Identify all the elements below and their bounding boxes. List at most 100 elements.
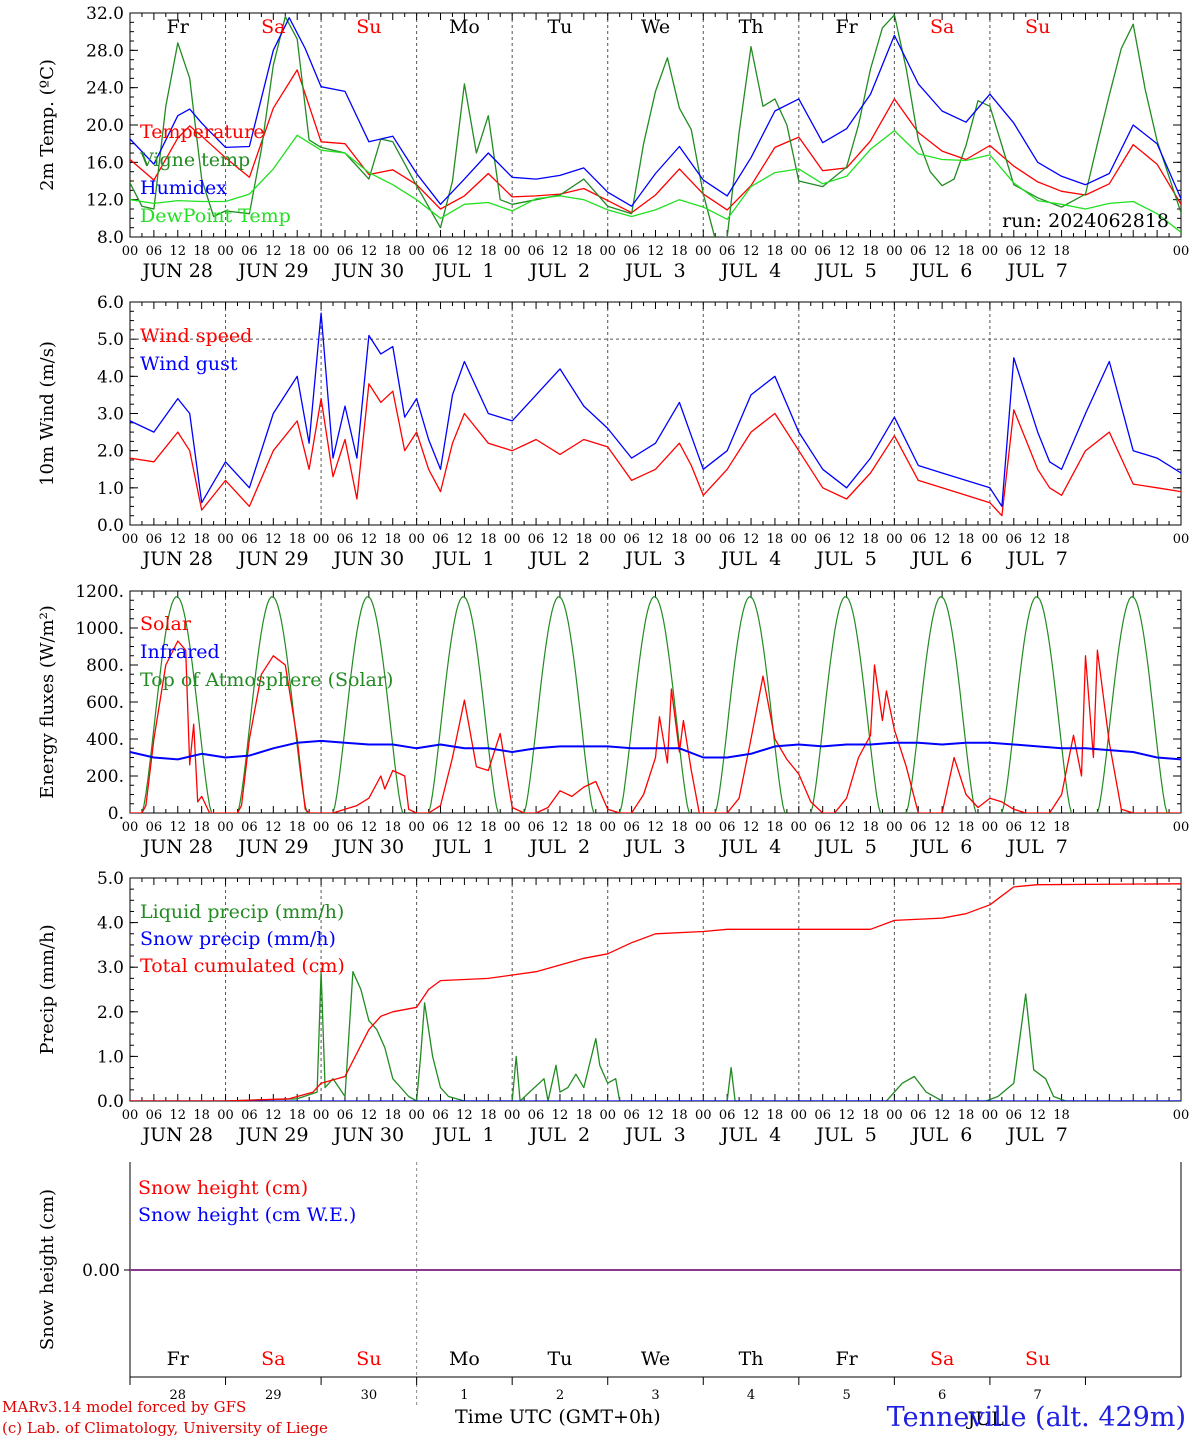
series-group	[130, 312, 1181, 517]
x-hour-label: 18	[480, 244, 497, 259]
x-hour-label: 12	[1029, 820, 1046, 835]
x-hour-label: 12	[552, 244, 569, 259]
x-hour-label: 00	[313, 244, 330, 259]
x-hour-label: 06	[1006, 244, 1023, 259]
series-line-temperature	[130, 69, 1181, 214]
x-date-label: JUN 28	[141, 836, 213, 858]
x-hour-label: 12	[169, 244, 186, 259]
y-tick-label: 6.0	[97, 293, 124, 313]
x-hour-label: 00	[791, 1108, 808, 1123]
x-hour-label: 18	[1053, 532, 1070, 547]
x-hour-label: 06	[623, 532, 640, 547]
x-hour-label: 12	[838, 532, 855, 547]
y-tick-label: 0.	[108, 804, 124, 824]
y-tick-label: 2.0	[97, 1003, 124, 1023]
x-date-label: JUL 2	[528, 836, 590, 858]
x-hour-label: 12	[934, 820, 951, 835]
x-date-label: JUN 30	[332, 548, 404, 570]
x-hour-label: 06	[1006, 532, 1023, 547]
x-date-label: JUL 3	[623, 836, 685, 858]
x-date-label: JUL 6	[910, 548, 972, 570]
day-name: Sa	[261, 16, 285, 38]
x-hour-label: 06	[528, 532, 545, 547]
station-title: Tenneville (alt. 429m)	[886, 1402, 1186, 1433]
x-hour-label: 00	[122, 1108, 139, 1123]
x-date-label: JUL 3	[623, 1124, 685, 1146]
x-date-label: JUN 28	[141, 1124, 213, 1146]
x-hour-label: 00	[695, 1108, 712, 1123]
x-axis-title: Time UTC (GMT+0h)	[455, 1406, 661, 1428]
panel-5: 0.00 Snow height (cm) Snow height (cm) Snow…	[37, 1162, 1182, 1430]
x-date-label: JUL 4	[719, 1124, 781, 1146]
x-hour-label: 00	[791, 244, 808, 259]
day-number: 30	[361, 1388, 378, 1403]
x-hour-label: 00	[695, 532, 712, 547]
day-name: Mo	[449, 16, 480, 38]
day-name: Sa	[930, 16, 954, 38]
x-date-label: JUL 2	[528, 260, 590, 282]
x-hour-label: 12	[647, 1108, 664, 1123]
x-date-label: JUL 5	[814, 548, 876, 570]
x-hour-label: 06	[623, 820, 640, 835]
x-hour-label: 18	[958, 244, 975, 259]
x-hour-label: 00	[504, 1108, 521, 1123]
x-hour-label: 18	[862, 532, 879, 547]
x-hour-label: 00	[1173, 820, 1190, 835]
x-hour-label: 12	[456, 244, 473, 259]
x-hour-label: 18	[193, 1108, 210, 1123]
x-hour-label: 06	[719, 820, 736, 835]
x-hour-label: 00	[886, 820, 903, 835]
x-hour-label: 06	[814, 532, 831, 547]
x-hour-label: 00	[504, 532, 521, 547]
x-date-label: JUL 7	[1005, 260, 1067, 282]
model-credit: MARv3.14 model forced by GFS	[2, 1398, 247, 1416]
panel-frame	[129, 301, 1182, 526]
x-hour-label: 06	[1006, 820, 1023, 835]
x-hour-label: 18	[671, 820, 688, 835]
legend-entry: DewPoint Temp	[140, 205, 291, 227]
x-date-label: JUL 4	[719, 260, 781, 282]
x-hour-label: 18	[384, 532, 401, 547]
day-name: Mo	[449, 1348, 480, 1370]
x-date-label: JUN 29	[236, 1124, 308, 1146]
day-number: 2	[556, 1388, 564, 1403]
day-number: 5	[842, 1388, 850, 1403]
series-line-wind-gust	[130, 312, 1181, 508]
y-tick-label: 16.0	[86, 153, 124, 173]
x-date-label: JUL 7	[1005, 548, 1067, 570]
x-date-label: JUL 6	[910, 836, 972, 858]
day-name: Fr	[835, 16, 858, 38]
x-hour-label: 12	[934, 1108, 951, 1123]
x-hour-label: 12	[1029, 1108, 1046, 1123]
x-hour-label: 18	[1053, 244, 1070, 259]
x-hour-label: 12	[169, 1108, 186, 1123]
legend-entry: Humidex	[140, 177, 227, 199]
day-number: 4	[747, 1388, 755, 1403]
y-tick-label: 5.0	[97, 330, 124, 350]
x-hour-label: 06	[432, 244, 449, 259]
legend-entry: Solar	[140, 613, 192, 635]
x-date-label: JUN 28	[141, 548, 213, 570]
month-label: JUL	[966, 1408, 1005, 1430]
x-hour-label: 06	[432, 532, 449, 547]
x-date-label: JUL 1	[432, 548, 494, 570]
x-date-label: JUL 7	[1005, 1124, 1067, 1146]
x-date-label: JUL 6	[910, 1124, 972, 1146]
x-hour-label: 12	[743, 532, 760, 547]
x-hour-label: 06	[623, 1108, 640, 1123]
x-hour-label: 06	[337, 820, 354, 835]
y-tick-label: 20.0	[86, 116, 124, 136]
legend-entry: Temperature	[140, 121, 264, 143]
x-date-label: JUN 30	[332, 1124, 404, 1146]
x-hour-label: 18	[384, 1108, 401, 1123]
series-line-vigne-temp	[130, 14, 1181, 237]
x-hour-label: 12	[1029, 244, 1046, 259]
x-hour-label: 06	[814, 820, 831, 835]
legend-entry: Snow height (cm)	[138, 1177, 308, 1199]
x-hour-label: 18	[862, 1108, 879, 1123]
x-hour-label: 00	[886, 532, 903, 547]
x-hour-label: 06	[910, 532, 927, 547]
x-hour-label: 06	[719, 1108, 736, 1123]
x-hour-label: 12	[934, 244, 951, 259]
